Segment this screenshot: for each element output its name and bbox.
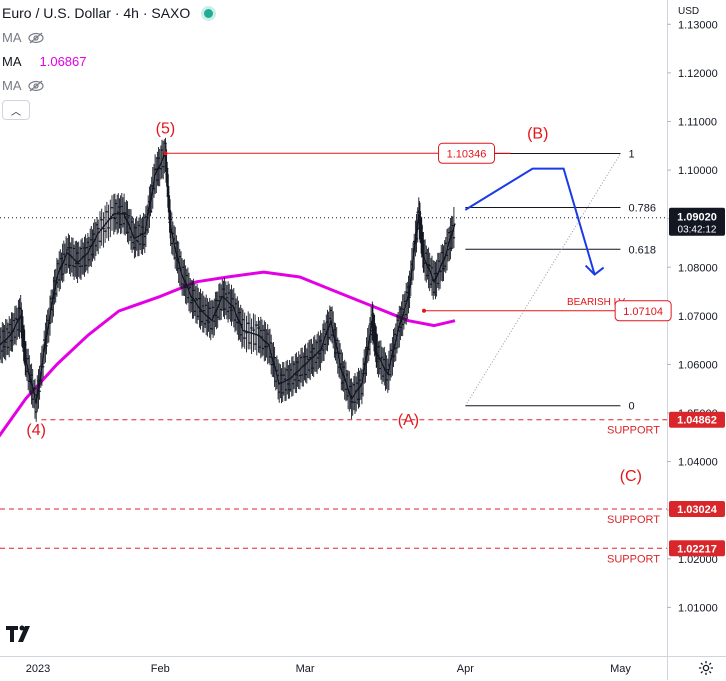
- support-label: SUPPORT: [607, 514, 660, 526]
- price-callout-text: 1.07104: [623, 306, 663, 318]
- y-tick-label: 1.08000: [678, 262, 718, 274]
- hidden-eye-icon[interactable]: [27, 80, 44, 92]
- support-label: SUPPORT: [607, 425, 660, 437]
- x-tick-label: Mar: [296, 663, 315, 675]
- ma-line: [0, 270, 456, 438]
- current-price-tag: [669, 207, 725, 236]
- fib-level-label: 0.786: [628, 202, 656, 214]
- x-tick-label: May: [610, 663, 631, 675]
- support-label: SUPPORT: [607, 553, 660, 565]
- y-tick-label: 1.10000: [678, 165, 718, 177]
- symbol-title[interactable]: Euro / U.S. Dollar · 4h · SAXO: [2, 5, 191, 21]
- market-status-icon: [204, 8, 214, 18]
- x-tick-label: 2023: [26, 663, 50, 675]
- fib-trend-line: [464, 153, 621, 407]
- wave-label: (C): [620, 468, 642, 485]
- wave-label: (4): [26, 422, 46, 439]
- ma-legend-row-2[interactable]: MA 1.06867: [2, 54, 87, 69]
- support-price-tag: [669, 540, 725, 557]
- support-price-tag-text: 1.02217: [677, 543, 717, 555]
- wave-label: (5): [156, 121, 176, 138]
- ma-legend-row-1[interactable]: MA: [2, 30, 44, 45]
- projection-arrow-head: [584, 264, 605, 276]
- y-tick-label: 1.11000: [678, 116, 717, 128]
- support-price-tag: [669, 501, 725, 518]
- ma-label: MA: [2, 30, 22, 45]
- currency-label: USD: [678, 6, 699, 17]
- bearish-level-dot: [421, 308, 426, 313]
- support-price-tag-text: 1.03024: [677, 504, 718, 516]
- hidden-eye-icon[interactable]: [27, 32, 44, 44]
- y-tick-label: 1.02000: [678, 554, 718, 566]
- support-price-tag: [669, 411, 725, 428]
- price-axis-panel: [667, 0, 726, 680]
- bar-countdown: 03:42:12: [678, 225, 717, 236]
- y-tick-label: 1.01000: [678, 602, 718, 614]
- price-callout-text: 1.10346: [447, 148, 487, 160]
- y-tick-label: 1.07000: [678, 311, 718, 323]
- price-line: [0, 150, 456, 404]
- price-callout-box: [438, 142, 496, 164]
- wave-label: (A): [398, 412, 419, 429]
- x-tick-label: Apr: [457, 663, 474, 675]
- y-tick-label: 1.06000: [678, 359, 718, 371]
- support-price-tag-text: 1.04862: [677, 415, 717, 427]
- price-callout-box: [614, 300, 672, 322]
- symbol-title-row[interactable]: Euro / U.S. Dollar · 4h · SAXO: [2, 5, 214, 21]
- fib-level-label: 0.618: [628, 244, 656, 256]
- gear-icon[interactable]: [698, 660, 714, 676]
- tradingview-logo-icon[interactable]: [6, 624, 38, 642]
- y-tick-label: 1.12000: [678, 68, 718, 80]
- ma-legend-row-3[interactable]: MA: [2, 78, 44, 93]
- y-tick-label: 1.13000: [678, 19, 718, 31]
- y-tick-label: 1.04000: [678, 457, 718, 469]
- ma-value: 1.06867: [39, 54, 87, 69]
- ma-label: MA: [2, 54, 22, 69]
- fib-level-label: 1: [628, 149, 634, 161]
- wave-label: (B): [527, 125, 548, 142]
- bearish-level-label: BEARISH LV.: [567, 297, 627, 308]
- price-series: [0, 137, 456, 422]
- current-price-value: 1.09020: [677, 212, 717, 224]
- projection-path: [464, 167, 596, 275]
- ma-label: MA: [2, 78, 22, 93]
- collapse-legend-button[interactable]: ︿: [2, 100, 30, 120]
- x-tick-label: Feb: [151, 663, 170, 675]
- fib-level-label: 0: [628, 401, 634, 413]
- peak-level-dot: [163, 151, 168, 156]
